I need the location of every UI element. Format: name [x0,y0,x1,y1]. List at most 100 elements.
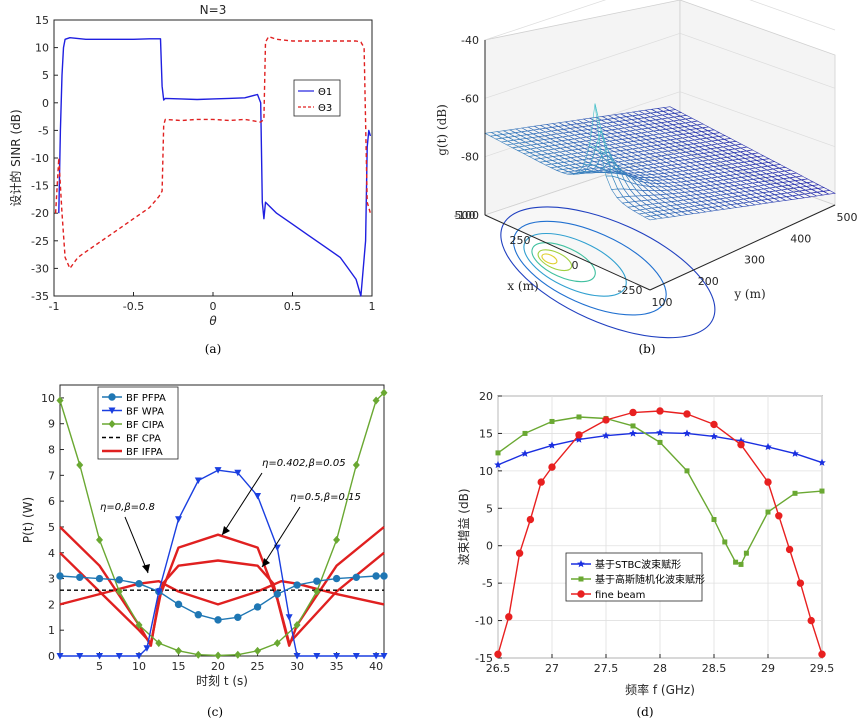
panel-c-series-3-point [352,461,360,470]
panel-d-series-2-point [792,490,798,496]
panel-d-xtick-label: 27 [545,662,559,675]
panel-c-series-1-point [273,590,282,598]
panel-c-xtick-label: 35 [330,660,344,673]
panel-c-series-6 [59,551,385,645]
panel-d-series-3-point [602,416,610,424]
panel-c-series-3-point [214,651,222,660]
panel-d-series-2-point [819,488,825,494]
panel-c-series-3-point [56,396,64,405]
panel-c-series-2-point [333,653,341,660]
panel-a-ylabel: 设计的 SINR (dB) [8,109,23,206]
panel-c-series-6-line [59,551,385,645]
panel-c-ytick-label: 1 [48,624,55,637]
panel-d-series-2-point [733,559,739,565]
panel-b-ytick-label: 100 [652,296,673,309]
panel-d-series-3-point [818,650,826,658]
panel-c-series-2-point [372,653,380,660]
panel-b-contour-line [531,242,596,283]
panel-a-series-2 [54,35,372,270]
panel-c-series-3-point [135,621,143,630]
panel-c-series-1-point [76,573,84,581]
panel-c-legend-label: BF IFPA [126,447,163,458]
panel-c-series-2-point [380,653,388,660]
panel-d-ylabel: 波束增益 (dB) [457,488,471,565]
panel-b-ytick-label: 500 [837,211,858,224]
panel-c-annotation-2: η=0.402,β=0.05 [262,458,346,469]
panel-d-xtick-label: 27.5 [594,662,619,675]
panel-c-series-3-point [293,621,301,630]
panel-d-series-3-point [775,512,783,520]
panel-c-xtick-label: 5 [96,660,103,673]
panel-d-legend-label: fine beam [595,590,645,601]
panel-d-series-2-point [722,539,728,545]
panel-c-series-1-point [332,574,341,583]
panel-d-xtick-label: 28 [653,662,667,675]
panel-b-ztick-label: -40 [461,34,479,47]
panel-b-xtick-label: 250 [510,234,531,247]
panel-c-legend-marker [108,393,116,401]
panel-d-series-3 [494,407,826,658]
panel-a-xtick-label: 0.5 [284,300,302,313]
panel-c-series-3-point [175,646,183,655]
panel-c-series-7-line [59,580,385,606]
panel-b-ytick-label: 300 [744,254,765,267]
panel-d-series-2-point [576,414,582,420]
panel-c-xtick-label: 30 [290,660,304,673]
panel-d-series-2-point [657,439,663,445]
panel-a-ytick-label: -20 [31,207,49,220]
panel-b-xtick-label: 500 [455,209,476,222]
panel-a-legend-theta3: Θ3 [318,103,332,114]
panel-d-series-1-point [683,429,691,437]
panel-c-series-1-point [214,616,222,624]
panel-d-ytick-label: 15 [479,427,493,440]
panel-c-series-1-point [313,577,321,585]
panel-d-ytick-label: 10 [479,465,493,478]
panel-d-series-2-point [743,550,749,556]
panel-c-legend-label: BF PFPA [126,393,166,404]
panel-a-legend: Θ1 Θ3 [293,79,341,117]
panel-c-series-3-line [59,392,385,657]
panel-d-series-3-point [537,478,545,486]
panel-d-ytick-label: 5 [486,502,493,515]
panel-a-xtick-label: -1 [49,300,60,313]
panel-c-series-2-point [313,653,321,660]
panel-c-annotation-1: η=0,β=0.8 [100,502,155,513]
panel-d-series-2-point [630,423,636,429]
panel-a-ytick-label: 5 [42,69,49,82]
panel-d-xlabel: 频率 f (GHz) [625,682,695,697]
panel-b-contours [500,206,716,339]
panel-c-series-1-point [293,581,301,589]
panel-c-series-1-point [352,573,361,581]
panel-d-series-1-point [494,460,502,469]
panel-d-series-2-point [684,468,690,474]
panel-d-series-1-point [521,449,529,457]
panel-d-series-3-point [796,579,805,587]
panel-d-series-1-point [791,449,799,457]
panel-c-series-2-point [155,588,163,595]
panel-a-series-1 [58,37,372,297]
panel-b-contour-line [541,253,558,265]
panel-d-series-3-point [764,478,772,486]
panel-c-series-3-point [313,587,321,596]
panel-d-series-3-point [710,420,718,429]
panel-a-ytick-label: -30 [31,262,49,275]
panel-d-series-1-point [764,442,772,451]
panel-c-series-2-point [254,492,262,500]
panel-b-ylabel: y (m) [733,287,765,301]
panel-d-series-3-point [629,408,637,417]
panel-d-series-2-line [497,416,823,566]
panel-d-ytick-label: -15 [475,652,493,665]
panel-c-legend: BF PFPA BF WPA BF CIPA BF CPA BF IFPA [97,386,179,460]
panel-c-xtick-label: 25 [251,660,265,673]
panel-d-series-3-point [737,440,745,449]
panel-c-series-3-point [155,639,163,648]
panel-c-legend-label: BF CPA [126,434,161,445]
panel-c-xtick-label: 15 [172,660,186,673]
panel-d-series-1-point [656,428,664,436]
panel-c-xtick-label: 40 [369,660,383,673]
panel-d-series-1-point [602,431,610,439]
panel-d-xtick-label: 28.5 [702,662,727,675]
panel-a-series-2-line [54,35,372,270]
panel-d-xtick-label: 26.5 [486,662,511,675]
panel-a-ytick-label: -15 [31,180,49,193]
